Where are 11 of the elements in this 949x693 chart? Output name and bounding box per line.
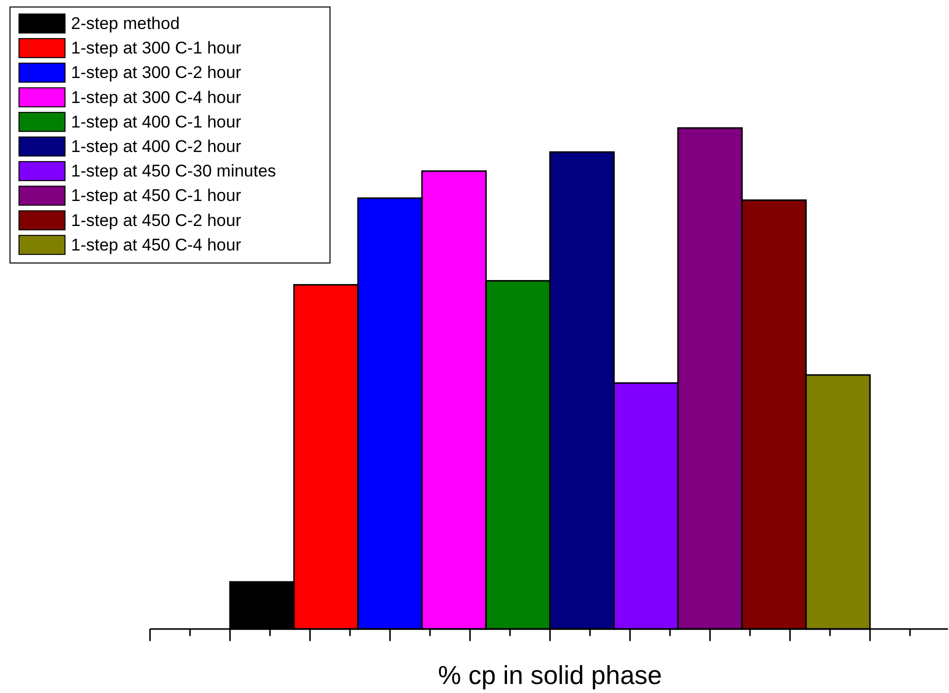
legend-label: 1-step at 300 C-4 hour: [71, 88, 242, 107]
legend-label: 1-step at 450 C-30 minutes: [71, 162, 276, 181]
legend-label: 1-step at 450 C-4 hour: [71, 235, 242, 254]
legend-label: 1-step at 450 C-2 hour: [71, 210, 242, 230]
legend-label: 1-step at 300 C-1 hour: [71, 38, 242, 58]
legend-label: 1-step at 300 C-2 hour: [71, 63, 242, 82]
legend-label: 1-step at 400 C-1 hour: [71, 112, 242, 132]
legend-label: 1-step at 450 C-1 hour: [71, 186, 242, 206]
legend-label: 2-step method: [71, 14, 180, 33]
x-axis-title: % cp in solid phase: [438, 660, 662, 690]
legend-label: 1-step at 400 C-2 hour: [71, 137, 242, 156]
